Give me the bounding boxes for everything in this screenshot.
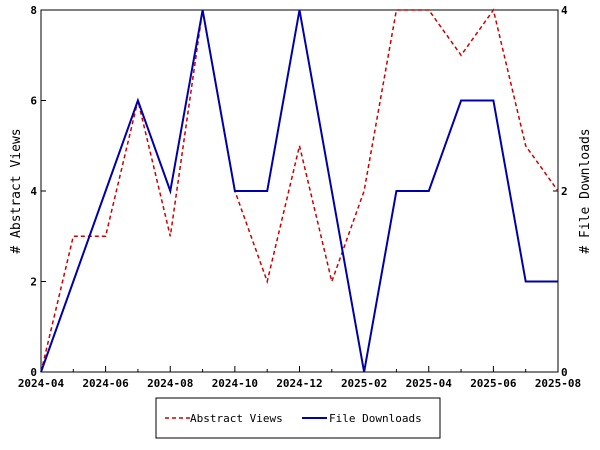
left-tick-label: 8 — [30, 4, 37, 17]
x-tick-label: 2024-08 — [147, 377, 193, 390]
x-tick-label: 2025-04 — [406, 377, 453, 390]
x-tick-label: 2025-08 — [535, 377, 581, 390]
legend-box — [155, 397, 441, 439]
left-axis: 0 2 4 6 8 — [30, 4, 46, 379]
series-layer — [40, 8, 559, 373]
x-tick-label: 2024-10 — [212, 377, 258, 390]
legend-label-file-downloads: File Downloads — [329, 412, 422, 425]
legend: Abstract Views File Downloads — [155, 397, 441, 439]
x-tick-label: 2024-06 — [82, 377, 129, 390]
right-axis-title: # File Downloads — [578, 128, 593, 253]
right-tick-label: 4 — [561, 4, 568, 17]
x-tick-label: 2024-12 — [276, 377, 322, 390]
x-axis: 2024-04 2024-06 2024-08 2024-10 2024-12 2025-… — [18, 366, 581, 390]
right-tick-label: 0 — [561, 366, 568, 379]
left-axis-title: # Abstract Views — [9, 128, 24, 253]
x-tick-label: 2024-04 — [18, 377, 65, 390]
left-tick-label: 0 — [30, 366, 37, 379]
left-tick-label: 2 — [30, 276, 37, 289]
right-tick-label: 2 — [561, 185, 568, 198]
legend-label-abstract-views: Abstract Views — [190, 412, 283, 425]
series-line-file-downloads — [40, 9, 558, 373]
plot-area — [40, 9, 559, 373]
x-tick-label: 2025-06 — [470, 377, 517, 390]
left-tick-label: 4 — [30, 185, 37, 198]
x-tick-label: 2025-02 — [341, 377, 387, 390]
series-line-abstract-views — [40, 8, 559, 373]
left-tick-label: 6 — [30, 95, 37, 108]
